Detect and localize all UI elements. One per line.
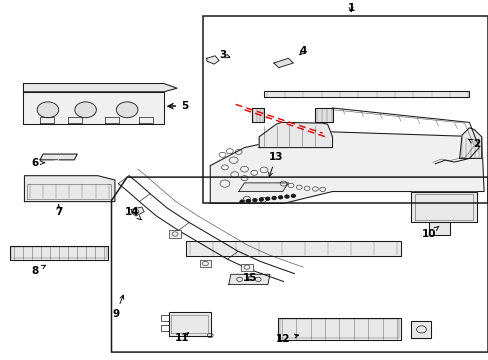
Polygon shape xyxy=(168,312,211,336)
Text: 11: 11 xyxy=(174,333,189,343)
Circle shape xyxy=(240,200,244,203)
Polygon shape xyxy=(277,318,400,340)
Polygon shape xyxy=(210,131,483,203)
Circle shape xyxy=(37,102,59,118)
Circle shape xyxy=(116,102,138,118)
Polygon shape xyxy=(23,92,163,124)
Polygon shape xyxy=(459,128,481,158)
Text: 3: 3 xyxy=(219,50,229,60)
Circle shape xyxy=(75,102,96,118)
Polygon shape xyxy=(259,122,332,148)
Polygon shape xyxy=(24,176,115,202)
Circle shape xyxy=(265,197,269,200)
Polygon shape xyxy=(264,91,468,97)
Polygon shape xyxy=(228,274,269,284)
Text: 15: 15 xyxy=(243,273,257,283)
Circle shape xyxy=(259,198,263,201)
Polygon shape xyxy=(185,241,400,256)
Text: 13: 13 xyxy=(268,152,283,176)
Circle shape xyxy=(278,196,282,199)
Bar xyxy=(203,16,487,203)
Polygon shape xyxy=(410,192,476,222)
Bar xyxy=(169,230,181,238)
Text: 10: 10 xyxy=(421,226,438,239)
Text: 2: 2 xyxy=(467,139,479,149)
Text: 1: 1 xyxy=(347,3,354,13)
Polygon shape xyxy=(131,207,144,216)
Text: 6: 6 xyxy=(32,158,44,168)
Polygon shape xyxy=(410,321,430,338)
Bar xyxy=(199,260,211,267)
Text: 8: 8 xyxy=(32,265,45,276)
Text: 5: 5 xyxy=(169,101,188,111)
Polygon shape xyxy=(428,222,449,235)
Polygon shape xyxy=(273,58,293,68)
Circle shape xyxy=(291,194,295,197)
Polygon shape xyxy=(10,246,107,260)
Polygon shape xyxy=(315,108,332,122)
Circle shape xyxy=(272,197,276,199)
Polygon shape xyxy=(238,183,288,192)
Polygon shape xyxy=(206,56,219,64)
Polygon shape xyxy=(40,154,77,160)
Text: 4: 4 xyxy=(299,46,306,56)
Text: 14: 14 xyxy=(124,207,141,220)
Polygon shape xyxy=(23,84,177,92)
Circle shape xyxy=(246,199,250,202)
Circle shape xyxy=(285,195,288,198)
Bar xyxy=(241,264,252,271)
Text: 7: 7 xyxy=(55,204,62,217)
Polygon shape xyxy=(251,108,264,122)
Circle shape xyxy=(252,199,256,202)
Text: 9: 9 xyxy=(112,295,123,319)
Text: 12: 12 xyxy=(275,334,298,344)
